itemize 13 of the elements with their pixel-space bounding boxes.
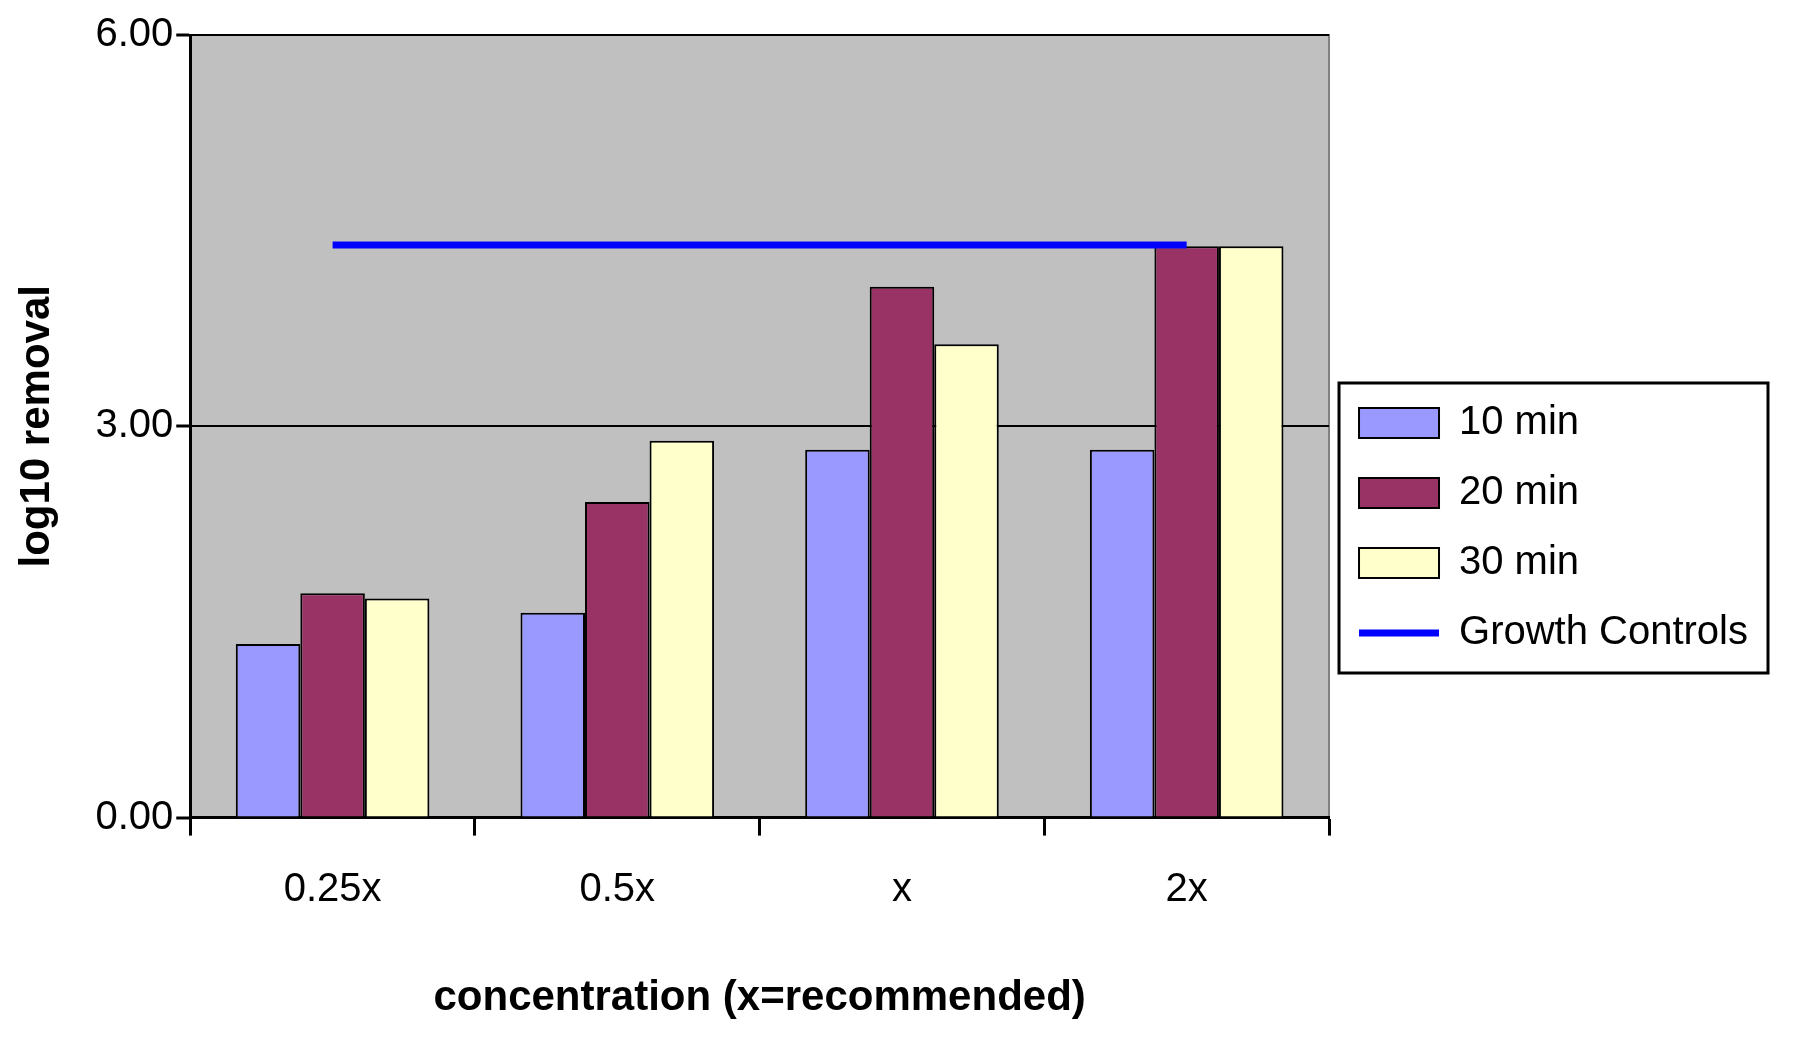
legend-label: 20 min <box>1459 468 1580 513</box>
x-axis-title: concentration (x=recommended) <box>433 972 1086 1020</box>
y-tick-label: 0.00 <box>95 792 174 837</box>
x-tick-label: x <box>891 864 912 909</box>
legend-label: 30 min <box>1459 538 1580 583</box>
y-tick-label: 6.00 <box>95 10 174 55</box>
x-tick-label: 2x <box>1165 864 1208 909</box>
y-tick-label: 3.00 <box>95 401 174 446</box>
x-tick-label: 0.25x <box>283 864 382 909</box>
legend-label: 10 min <box>1459 398 1580 443</box>
x-tick-label: 0.5x <box>579 864 656 909</box>
y-axis-title: log10 removal <box>10 285 58 568</box>
legend-label: Growth Controls <box>1459 608 1748 653</box>
